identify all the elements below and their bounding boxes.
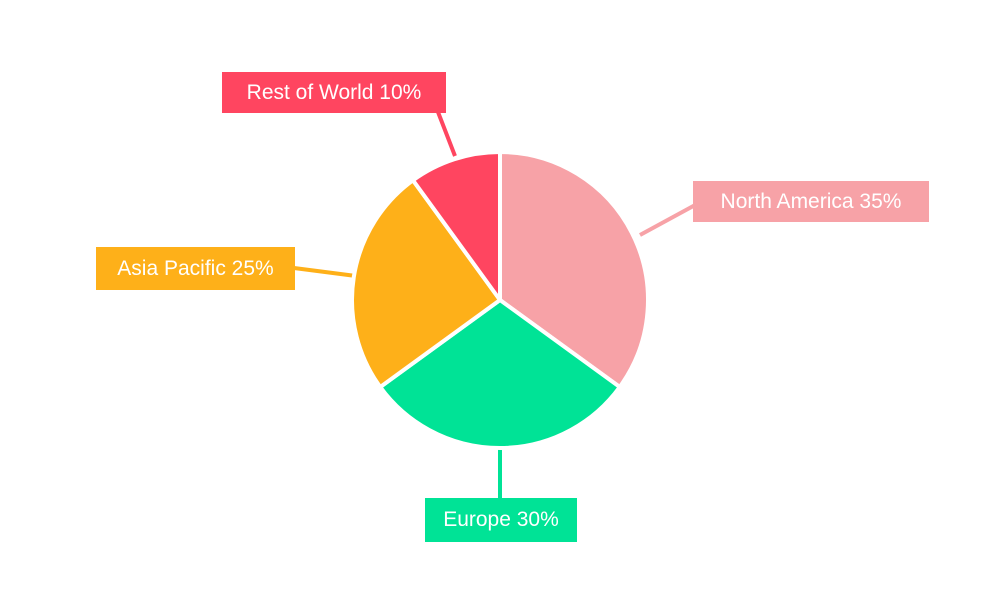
leader-line-asia-pacific: [293, 266, 357, 278]
pie-slice-asia-pacific[interactable]: [350, 178, 502, 389]
pie-slice-europe[interactable]: [378, 298, 622, 450]
leader-line-north-america: [639, 202, 698, 237]
pie-slice-north-america[interactable]: [498, 150, 650, 389]
pie-slices: [350, 150, 650, 450]
pie-slice-rest-of-world[interactable]: [411, 150, 502, 302]
leader-line-rest-of-world: [436, 111, 457, 157]
leader-lines: [293, 111, 698, 500]
